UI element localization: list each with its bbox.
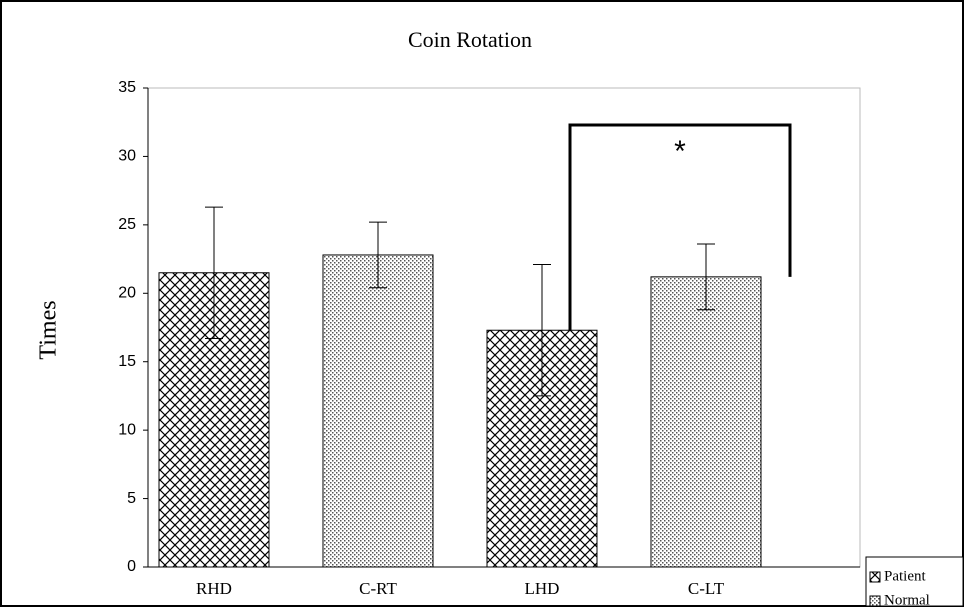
x-tick-label: RHD (196, 579, 232, 598)
x-tick-label: C-LT (688, 579, 725, 598)
error-bar (533, 264, 551, 397)
y-tick-label: 25 (118, 216, 136, 233)
y-tick-label: 15 (118, 353, 136, 370)
y-tick-label: 10 (118, 421, 136, 438)
error-bar (205, 206, 223, 339)
y-tick-label: 5 (127, 490, 136, 507)
bar (650, 276, 762, 568)
x-tick-label: C-RT (359, 579, 397, 598)
y-axis-label: Times (36, 300, 62, 359)
y-tick-label: 30 (118, 148, 136, 165)
error-bar (697, 243, 715, 311)
bar (322, 254, 434, 568)
x-tick-label: LHD (525, 579, 560, 598)
legend-swatch (869, 571, 881, 583)
legend-swatch (869, 595, 881, 607)
legend-box (865, 556, 964, 607)
y-tick-label: 35 (118, 79, 136, 96)
legend-label: Normal (884, 592, 930, 607)
significance-label: * (674, 135, 686, 168)
legend-label: Patient (884, 568, 926, 584)
error-bar (369, 221, 387, 289)
significance-bracket (568, 123, 792, 331)
chart-title: Coin Rotation (408, 27, 532, 52)
y-tick-label: 0 (127, 558, 136, 575)
y-tick-label: 20 (118, 285, 136, 302)
